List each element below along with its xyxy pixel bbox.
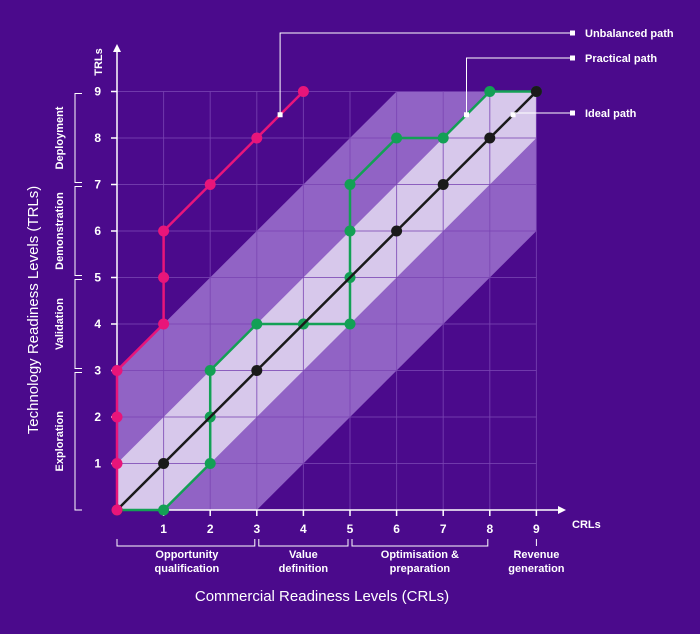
practical-path-callout-line (466, 57, 570, 115)
x-tick-label: 4 (300, 522, 307, 536)
x-tick-label: 2 (207, 522, 214, 536)
ideal-path-callout-end (570, 110, 575, 116)
practical-path-point (344, 179, 356, 190)
trl-group-bracket (74, 186, 82, 276)
x-tick-label: 1 (160, 522, 167, 536)
practical-path-callout-end (570, 55, 575, 61)
trl-group-label: Exploration (54, 411, 66, 472)
trl-group-label: Demonstration (54, 192, 66, 270)
unbalanced-path-point (111, 458, 123, 469)
crl-group-label: definition (279, 563, 329, 575)
ideal-path-point (251, 365, 263, 376)
y-tick-label: 4 (94, 317, 101, 331)
unbalanced-path-point (111, 411, 123, 423)
practical-path-point (344, 318, 356, 330)
x-axis-title: Commercial Readiness Levels (CRLs) (195, 588, 449, 605)
trl-group-bracket (74, 279, 82, 369)
trl-group-label: Validation (54, 298, 66, 350)
x-tick-label: 6 (393, 522, 400, 536)
practical-path-point (204, 365, 216, 376)
unbalanced-path-point (111, 365, 123, 376)
practical-path-point (204, 458, 216, 469)
y-tick-label: 7 (94, 178, 101, 192)
grid (117, 91, 537, 510)
x-tick-label: 5 (347, 522, 354, 536)
unbalanced-path-callout-line (279, 32, 570, 115)
y-tick-label: 3 (94, 364, 101, 378)
legend-callouts: Unbalanced path Practical path Ideal path (277, 28, 674, 120)
unbalanced-path-point (158, 272, 170, 283)
unbalanced-path-point (204, 179, 216, 190)
y-tick-label: 6 (94, 224, 101, 238)
trl-group-bracket (74, 372, 82, 511)
y-axis-arrow (113, 44, 121, 52)
y-axis-title: Technology Readiness Levels (TRLs) (25, 186, 42, 434)
x-tick-label: 9 (533, 522, 540, 536)
y-tick-label: 9 (94, 85, 101, 99)
unbalanced-path-point (111, 504, 123, 516)
ideal-path-callout-label: Ideal path (585, 108, 637, 120)
x-tick-label: 3 (253, 522, 260, 536)
practical-path-point (484, 86, 496, 97)
unbalanced-path-point (158, 225, 170, 237)
practical-path-point (391, 132, 403, 144)
y-tick-label: 8 (94, 131, 101, 145)
crl-group-label: qualification (155, 563, 220, 575)
unbalanced-path-point (158, 318, 170, 330)
unbalanced-path-line (115, 90, 305, 510)
unbalanced-path-point (251, 132, 263, 144)
crl-group-label: preparation (390, 563, 451, 575)
crl-group-bracket (258, 539, 349, 547)
series-layer (111, 86, 542, 516)
x-tick-label: 8 (486, 522, 493, 536)
x-axis-arrow (558, 506, 566, 514)
y-axis-short-label: TRLs (93, 48, 105, 76)
unbalanced-path-point (297, 86, 309, 97)
y-tick-label: 1 (94, 457, 101, 471)
practical-path-point (437, 132, 449, 144)
y-tick-label: 5 (94, 271, 101, 285)
crl-group-bracket (116, 539, 256, 547)
practical-path-point (251, 318, 263, 330)
ideal-path-point (158, 458, 170, 469)
ideal-path-point (530, 86, 542, 97)
crl-group-label: Optimisation & (381, 549, 459, 561)
practical-path-callout-label: Practical path (585, 53, 657, 65)
trl-group-label: Deployment (54, 106, 66, 169)
ideal-path-point (391, 225, 403, 237)
stage-groups: Opportunity qualification Value definition O… (54, 93, 565, 575)
crl-group-label: generation (508, 563, 565, 575)
practical-path-point (158, 504, 170, 516)
crl-group-label: Opportunity (155, 549, 219, 561)
practical-path-point (344, 225, 356, 237)
x-axis-short-label: CRLs (572, 519, 601, 531)
crl-group-label: Revenue (513, 549, 559, 561)
trl-group-bracket (74, 93, 82, 183)
x-tick-label: 7 (440, 522, 447, 536)
y-tick-label: 2 (94, 410, 101, 424)
unbalanced-path-callout-label: Unbalanced path (585, 28, 674, 40)
crl-group-label: Value (289, 549, 318, 561)
ideal-path-point (437, 179, 449, 190)
unbalanced-path-callout-anchor (277, 112, 283, 118)
unbalanced-path-callout-end (570, 30, 575, 36)
ideal-path-line (116, 90, 538, 511)
crl-group-bracket (351, 539, 489, 547)
practical-path-callout-anchor (464, 112, 469, 118)
ideal-path-point (484, 132, 496, 144)
ideal-path-callout-anchor (510, 112, 516, 118)
